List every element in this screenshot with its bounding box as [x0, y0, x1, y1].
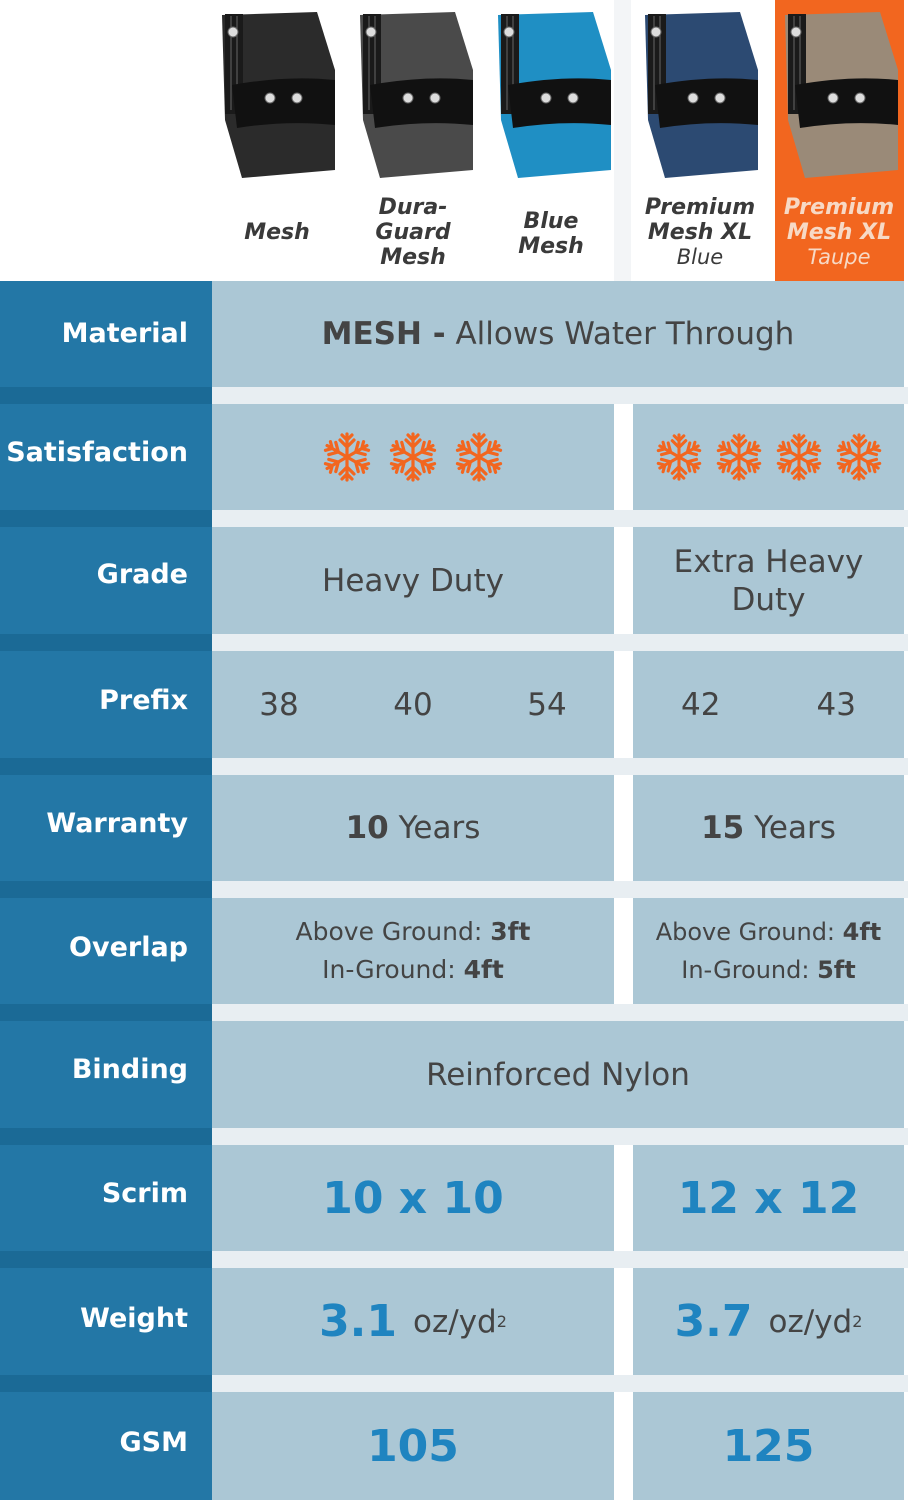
side-divider — [0, 510, 212, 527]
warranty-cell-right: 15 Years — [633, 775, 904, 881]
prefix-value: 43 — [816, 686, 856, 723]
row-label-overlap: Overlap — [69, 932, 188, 963]
side-divider — [0, 1004, 212, 1021]
product-image-blue-mesh — [498, 12, 611, 178]
side-divider — [0, 1128, 212, 1145]
overlap-cell-left: Above Ground: 3ft In-Ground: 4ft — [212, 898, 614, 1004]
weight-unit: oz/yd — [768, 1303, 853, 1340]
material-text: Allows Water Through — [445, 316, 795, 352]
row-label-binding: Binding — [71, 1054, 188, 1085]
overlap-label: Above Ground: — [295, 917, 491, 946]
side-divider — [0, 634, 212, 651]
gsm-right: 125 — [722, 1420, 815, 1472]
product-image-dura-guard — [360, 12, 473, 178]
snowflake-icon — [389, 432, 437, 482]
row-label-satisfaction: Satisfaction — [6, 437, 188, 468]
product-label-premium-blue: Premium Mesh XL Blue — [644, 195, 756, 269]
overlap-cell-right: Above Ground: 4ft In-Ground: 5ft — [633, 898, 904, 1004]
scrim-cell-right: 12 x 12 — [633, 1145, 904, 1251]
side-divider — [0, 1251, 212, 1268]
row-divider — [212, 387, 908, 404]
row-label-material: Material — [61, 318, 188, 349]
header-divider — [614, 0, 631, 281]
grade-right: Extra Heavy Duty — [673, 543, 864, 618]
gsm-left: 105 — [367, 1420, 459, 1472]
weight-cell-right: 3.7 oz/yd 2 — [633, 1268, 904, 1375]
satisfaction-cell-right — [633, 404, 904, 510]
grade-cell-right: Extra Heavy Duty — [633, 527, 904, 634]
product-image-mesh — [222, 12, 335, 178]
weight-left: 3.1 — [319, 1296, 398, 1347]
row-label-gsm: GSM — [119, 1427, 188, 1458]
row-divider — [212, 881, 908, 898]
gsm-cell-right: 125 — [633, 1392, 904, 1500]
snowflake-icon — [836, 433, 881, 481]
row-label-prefix: Prefix — [99, 685, 188, 716]
prefix-cell-right: 42 43 — [633, 651, 904, 758]
scrim-cell-left: 10 x 10 — [212, 1145, 614, 1251]
overlap-value: 4ft — [463, 955, 504, 984]
weight-sup: 2 — [852, 1312, 863, 1331]
overlap-value: 3ft — [490, 917, 531, 946]
snowflake-icon — [323, 432, 371, 482]
satisfaction-cell-left — [212, 404, 614, 510]
row-label-warranty: Warranty — [46, 808, 188, 839]
overlap-label: Above Ground: — [655, 918, 843, 946]
side-divider — [0, 387, 212, 404]
prefix-value: 54 — [527, 686, 567, 723]
binding-cell: Reinforced Nylon — [212, 1021, 904, 1128]
prefix-cell-left: 38 40 54 — [212, 651, 614, 758]
row-label-weight: Weight — [80, 1303, 188, 1334]
row-divider — [212, 634, 908, 651]
snowflake-icon — [716, 433, 761, 481]
product-label-blue-mesh: Blue Mesh — [518, 209, 584, 259]
prefix-value: 38 — [259, 686, 299, 723]
binding-text: Reinforced Nylon — [426, 1056, 690, 1093]
product-label-dura-guard: Dura- Guard Mesh — [375, 195, 451, 270]
snowflake-icon — [455, 432, 503, 482]
weight-right: 3.7 — [674, 1296, 753, 1347]
row-label-grade: Grade — [96, 559, 188, 590]
warranty-right-unit: Years — [744, 810, 836, 846]
prefix-value: 42 — [681, 686, 721, 723]
row-divider — [212, 1251, 908, 1268]
row-divider — [212, 1375, 908, 1392]
row-divider — [212, 1128, 908, 1145]
gsm-cell-left: 105 — [212, 1392, 614, 1500]
overlap-label: In-Ground: — [681, 956, 818, 984]
highlight-label-wrap: Premium Mesh XL Taupe — [775, 0, 904, 281]
grade-cell-left: Heavy Duty — [212, 527, 614, 634]
weight-unit: oz/yd — [413, 1303, 497, 1340]
side-divider — [0, 758, 212, 775]
snowflake-icon — [656, 433, 701, 481]
snowflake-icon — [776, 433, 821, 481]
side-divider — [0, 881, 212, 898]
overlap-label: In-Ground: — [322, 955, 464, 984]
product-label-mesh: Mesh — [244, 220, 310, 245]
scrim-left: 10 x 10 — [322, 1172, 504, 1224]
weight-sup: 2 — [496, 1312, 507, 1331]
material-cell: MESH - Allows Water Through — [212, 281, 904, 387]
row-divider — [212, 758, 908, 775]
row-label-scrim: Scrim — [101, 1178, 188, 1209]
warranty-right-num: 15 — [701, 810, 745, 846]
scrim-right: 12 x 12 — [677, 1172, 860, 1224]
side-divider — [0, 1375, 212, 1392]
material-strong: MESH - — [321, 316, 446, 352]
grade-left: Heavy Duty — [322, 562, 504, 599]
row-divider — [212, 510, 908, 527]
overlap-value: 4ft — [842, 918, 882, 946]
product-image-premium-blue — [645, 12, 758, 178]
row-divider — [212, 1004, 908, 1021]
prefix-value: 40 — [393, 686, 433, 723]
warranty-left-num: 10 — [345, 810, 389, 846]
product-label-premium-taupe: Premium Mesh XL Taupe — [783, 195, 895, 269]
weight-cell-left: 3.1 oz/yd 2 — [212, 1268, 614, 1375]
warranty-cell-left: 10 Years — [212, 775, 614, 881]
product-image-premium-taupe — [785, 12, 898, 178]
overlap-value: 5ft — [817, 956, 856, 984]
warranty-left-unit: Years — [388, 810, 481, 846]
